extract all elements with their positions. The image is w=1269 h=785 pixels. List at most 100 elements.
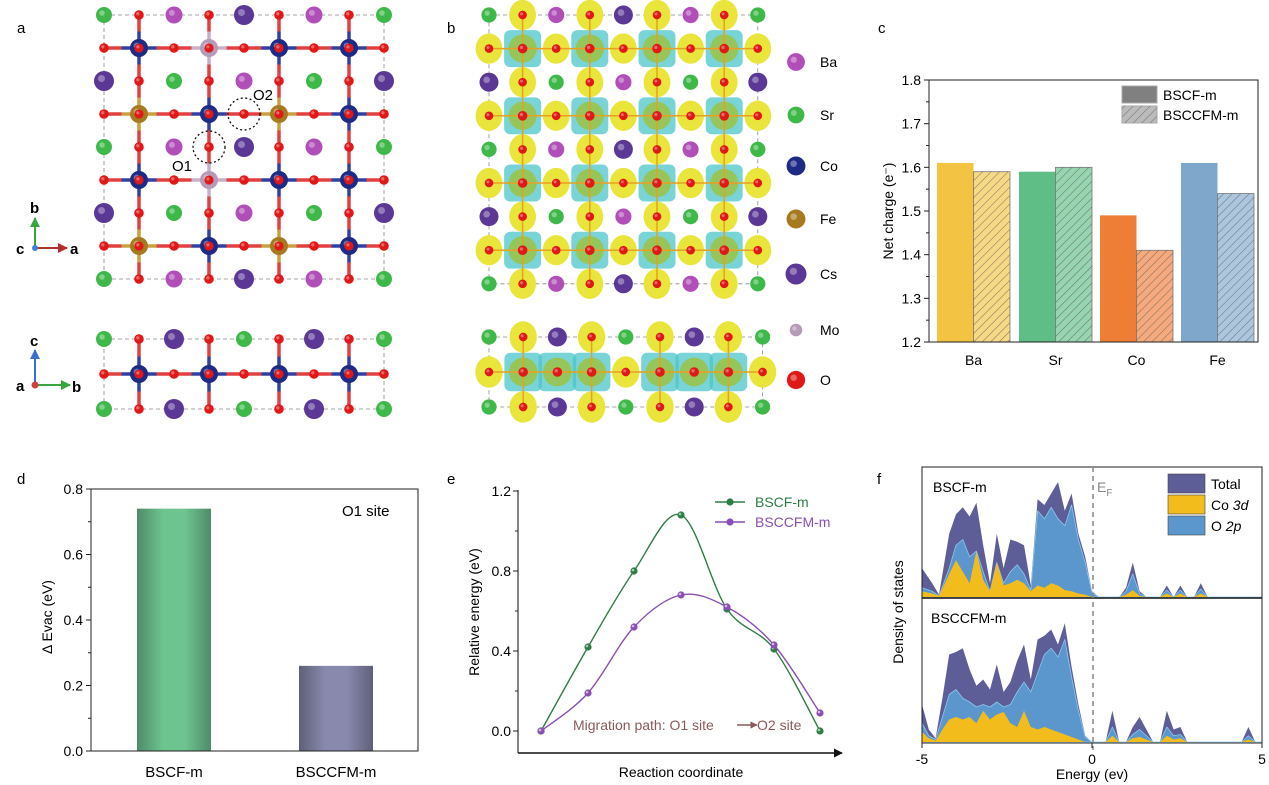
atom-highlight [657,404,661,408]
site-o2-marker: O2 [227,87,273,131]
atom-o [753,111,763,121]
atom-cs [94,203,114,223]
atom-o [99,43,109,53]
atom-highlight [379,404,385,410]
c-xtick-label: Co [1128,352,1146,368]
atom-o [134,208,144,218]
atom-highlight [688,113,692,117]
atom-sr [548,74,564,90]
atom-highlight [276,243,280,247]
atom-o [619,178,628,188]
atom-ba [165,6,183,24]
atom-sr [750,7,766,23]
atom-sr [166,73,182,89]
atom-highlight [589,334,593,338]
atom-highlight [688,180,692,184]
atom-highlight [752,76,759,84]
atom-highlight [101,371,105,375]
atom-o [585,111,595,121]
f-ylabel: Density of states [890,560,906,664]
atom-highlight [136,336,140,340]
e-ytick-label: 0.4 [492,643,512,659]
atom-o [551,178,561,188]
d-bar-bscf-m [137,508,211,751]
atom-highlight [758,332,764,338]
e-point-highlight [538,728,542,732]
atom-o [587,402,596,412]
atom-highlight [654,146,658,150]
e-point-bsccfm [770,641,778,649]
axis-label-a-side: a [16,378,25,395]
atom-highlight [486,113,490,117]
atom-highlight [620,46,624,50]
atom-highlight [168,273,175,280]
atom-highlight [346,12,350,16]
atom-highlight [553,180,557,184]
atom-o [655,332,665,342]
atom-highlight [276,45,280,49]
atom-o [204,334,214,344]
atom-sr [481,276,497,292]
atom-highlight [241,45,245,49]
atom-highlight [206,406,210,410]
atom-highlight [789,267,798,276]
atom-o [239,369,249,379]
atom-sr [306,205,322,221]
charge-density-top-view [475,0,772,299]
atom-o [655,402,665,412]
atom-sr [683,74,699,90]
atom-highlight [688,46,692,50]
atom-o [518,77,527,87]
atom-ba [682,141,699,158]
atom-highlight [241,111,245,115]
atom-highlight [171,45,175,49]
c-ytick-label: 1.6 [902,159,922,175]
atom-highlight [520,146,524,150]
f-panel-name-bottom: BSCCFM-m [931,610,1006,626]
atom-highlight [587,79,591,83]
atom-o [719,111,729,121]
panel-a-crystal-structure: O1 O2 b a c c b a [16,5,394,419]
atom-cs [748,207,768,227]
atom-sr [96,401,112,417]
fermi-level-label: EF [1097,479,1112,499]
atom-cs [547,397,567,417]
atom-highlight [238,9,245,16]
e-point-highlight [817,710,821,714]
atom-o [586,367,597,377]
c-xtick-label: Sr [1049,352,1063,368]
atom-highlight [484,402,490,408]
atom-highlight [171,243,175,247]
atom-o [585,245,595,255]
atom-o [719,77,729,87]
axis-label-b: b [30,200,39,217]
atom-highlight [721,214,725,218]
atom-highlight [691,369,695,373]
atom-o [204,241,214,251]
atom-highlight [688,401,696,408]
atom-highlight [206,45,210,49]
side-view-structure [96,329,392,419]
atom-o [723,367,734,377]
atom-o [344,43,354,53]
atom-highlight [346,144,350,148]
atom-highlight [101,243,105,247]
d-xtick-label: BSCCFM-m [296,764,377,781]
atom-o [274,142,284,152]
c-bar-hatch [973,171,1010,342]
e-migration-annotation: Migration path: O1 site O2 site [573,717,802,733]
atom-highlight [721,146,725,150]
atom-highlight [519,180,524,184]
atom-o [379,369,389,379]
atom-highlight [99,10,105,16]
atom-o [239,241,249,251]
atom-highlight [136,111,140,115]
atom-o [134,404,144,414]
atom-sr [481,329,497,345]
atom-highlight [238,207,245,214]
atom-sr [96,139,112,155]
axis-label-b-side: b [72,379,81,396]
legend-item-cs: Cs [785,263,837,285]
atom-highlight [621,332,627,338]
f-legend-swatch [1167,473,1206,494]
